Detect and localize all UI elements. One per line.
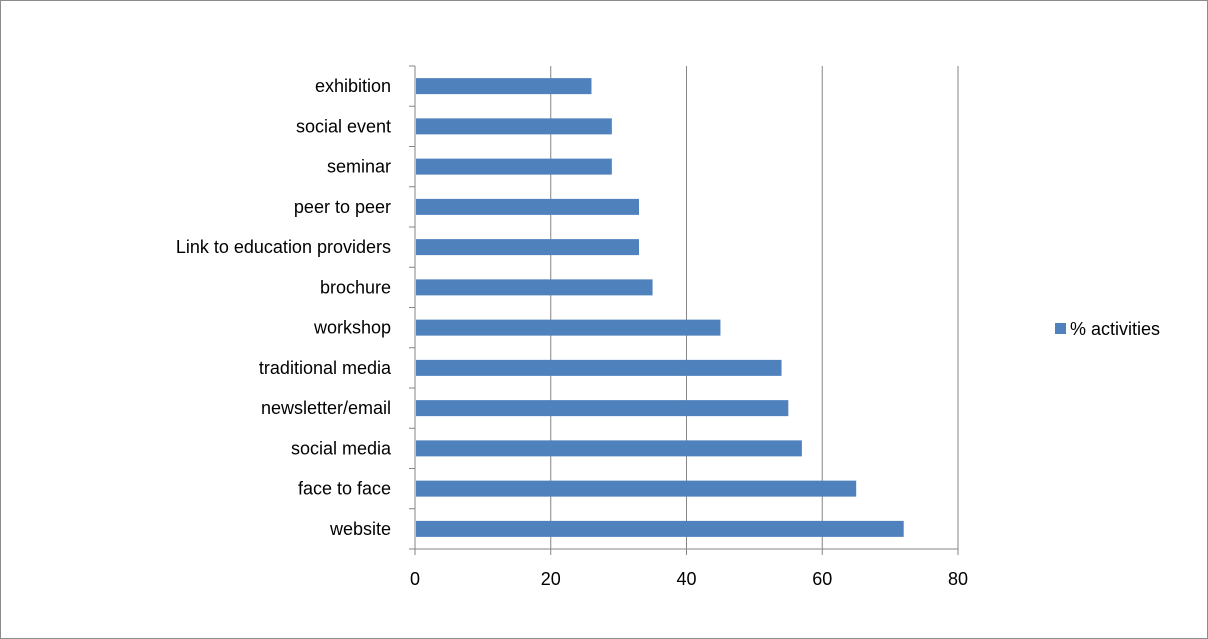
category-label-seminar: seminar <box>327 157 391 177</box>
category-label-peer-to-peer: peer to peer <box>294 197 391 217</box>
x-tick-label-40: 40 <box>676 569 696 589</box>
x-tick-label-60: 60 <box>812 569 832 589</box>
category-label-traditional-media: traditional media <box>259 358 392 378</box>
bar-link-to-education-providers <box>416 239 639 256</box>
gridlines <box>550 66 959 549</box>
category-label-brochure: brochure <box>320 277 391 297</box>
category-labels: website face to face social media newslette… <box>176 76 392 539</box>
x-tick-label-0: 0 <box>410 569 420 589</box>
category-label-newsletter-email: newsletter/email <box>261 398 391 418</box>
axes <box>409 65 959 555</box>
bar-newsletter-email <box>416 400 789 417</box>
x-tick-label-20: 20 <box>541 569 561 589</box>
bar-workshop <box>416 319 721 336</box>
x-tick-label-80: 80 <box>948 569 968 589</box>
bar-website <box>416 520 904 537</box>
bar-traditional-media <box>416 359 782 376</box>
bar-peer-to-peer <box>416 198 639 215</box>
bar-social-event <box>416 118 612 135</box>
category-label-website: website <box>329 519 391 539</box>
category-label-link-to-education-providers: Link to education providers <box>176 237 391 257</box>
bar-brochure <box>416 279 653 296</box>
bar-social-media <box>416 440 802 457</box>
category-label-face-to-face: face to face <box>298 479 391 499</box>
legend: % activities <box>1055 319 1160 339</box>
bar-face-to-face <box>416 480 857 497</box>
category-label-exhibition: exhibition <box>315 76 391 96</box>
bar-exhibition <box>416 78 592 95</box>
category-label-social-media: social media <box>291 438 392 458</box>
bars <box>416 78 904 537</box>
bar-seminar <box>416 158 612 175</box>
legend-label: % activities <box>1070 319 1160 339</box>
legend-swatch <box>1055 323 1066 334</box>
tick-labels: 0 20 40 60 80 <box>410 569 968 589</box>
category-label-workshop: workshop <box>313 318 391 338</box>
category-label-social-event: social event <box>296 116 391 136</box>
